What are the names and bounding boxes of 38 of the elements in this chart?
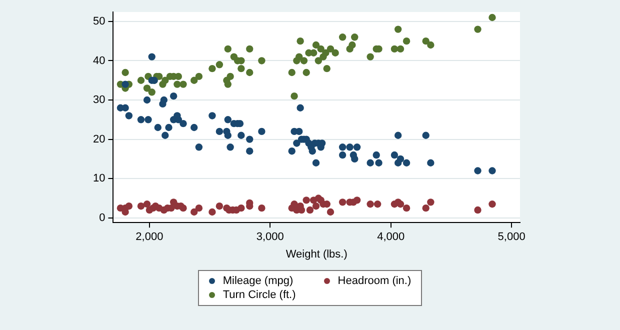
legend-label: Headroom (in.): [338, 275, 412, 287]
point: [312, 202, 320, 210]
point: [474, 206, 482, 214]
legend-label: Mileage (mpg): [222, 275, 294, 287]
y-tick-label: 40: [92, 54, 106, 67]
y-tick-label: 20: [92, 133, 106, 146]
point: [353, 196, 361, 204]
point: [258, 204, 266, 212]
point: [195, 204, 203, 212]
point: [216, 202, 224, 210]
point: [396, 200, 404, 208]
point: [488, 200, 496, 208]
point: [137, 202, 145, 210]
point: [422, 204, 430, 212]
point: [338, 198, 346, 206]
point: [326, 208, 334, 216]
point: [190, 208, 198, 216]
legend-label: Turn Circle (ft.): [222, 289, 296, 301]
point: [238, 204, 245, 212]
x-tick-label: 5,000: [498, 231, 526, 244]
x-tick-label: 3,000: [256, 231, 284, 244]
x-tick-label: 4,000: [377, 231, 405, 244]
y-tick-label: 0: [99, 212, 106, 224]
point: [306, 206, 314, 214]
x-axis-title: Weight (lbs.): [286, 248, 348, 260]
point: [366, 200, 374, 208]
x-tick-label: 2,000: [136, 231, 164, 244]
point: [402, 204, 410, 212]
y-tick-label: 50: [92, 15, 106, 28]
y-tick-label: 30: [92, 94, 106, 106]
point: [374, 200, 382, 208]
point: [302, 196, 310, 204]
point: [427, 198, 434, 206]
point: [125, 202, 133, 210]
point: [143, 200, 151, 208]
y-tick-label: 10: [92, 172, 106, 185]
point: [208, 208, 216, 216]
point: [180, 204, 187, 212]
